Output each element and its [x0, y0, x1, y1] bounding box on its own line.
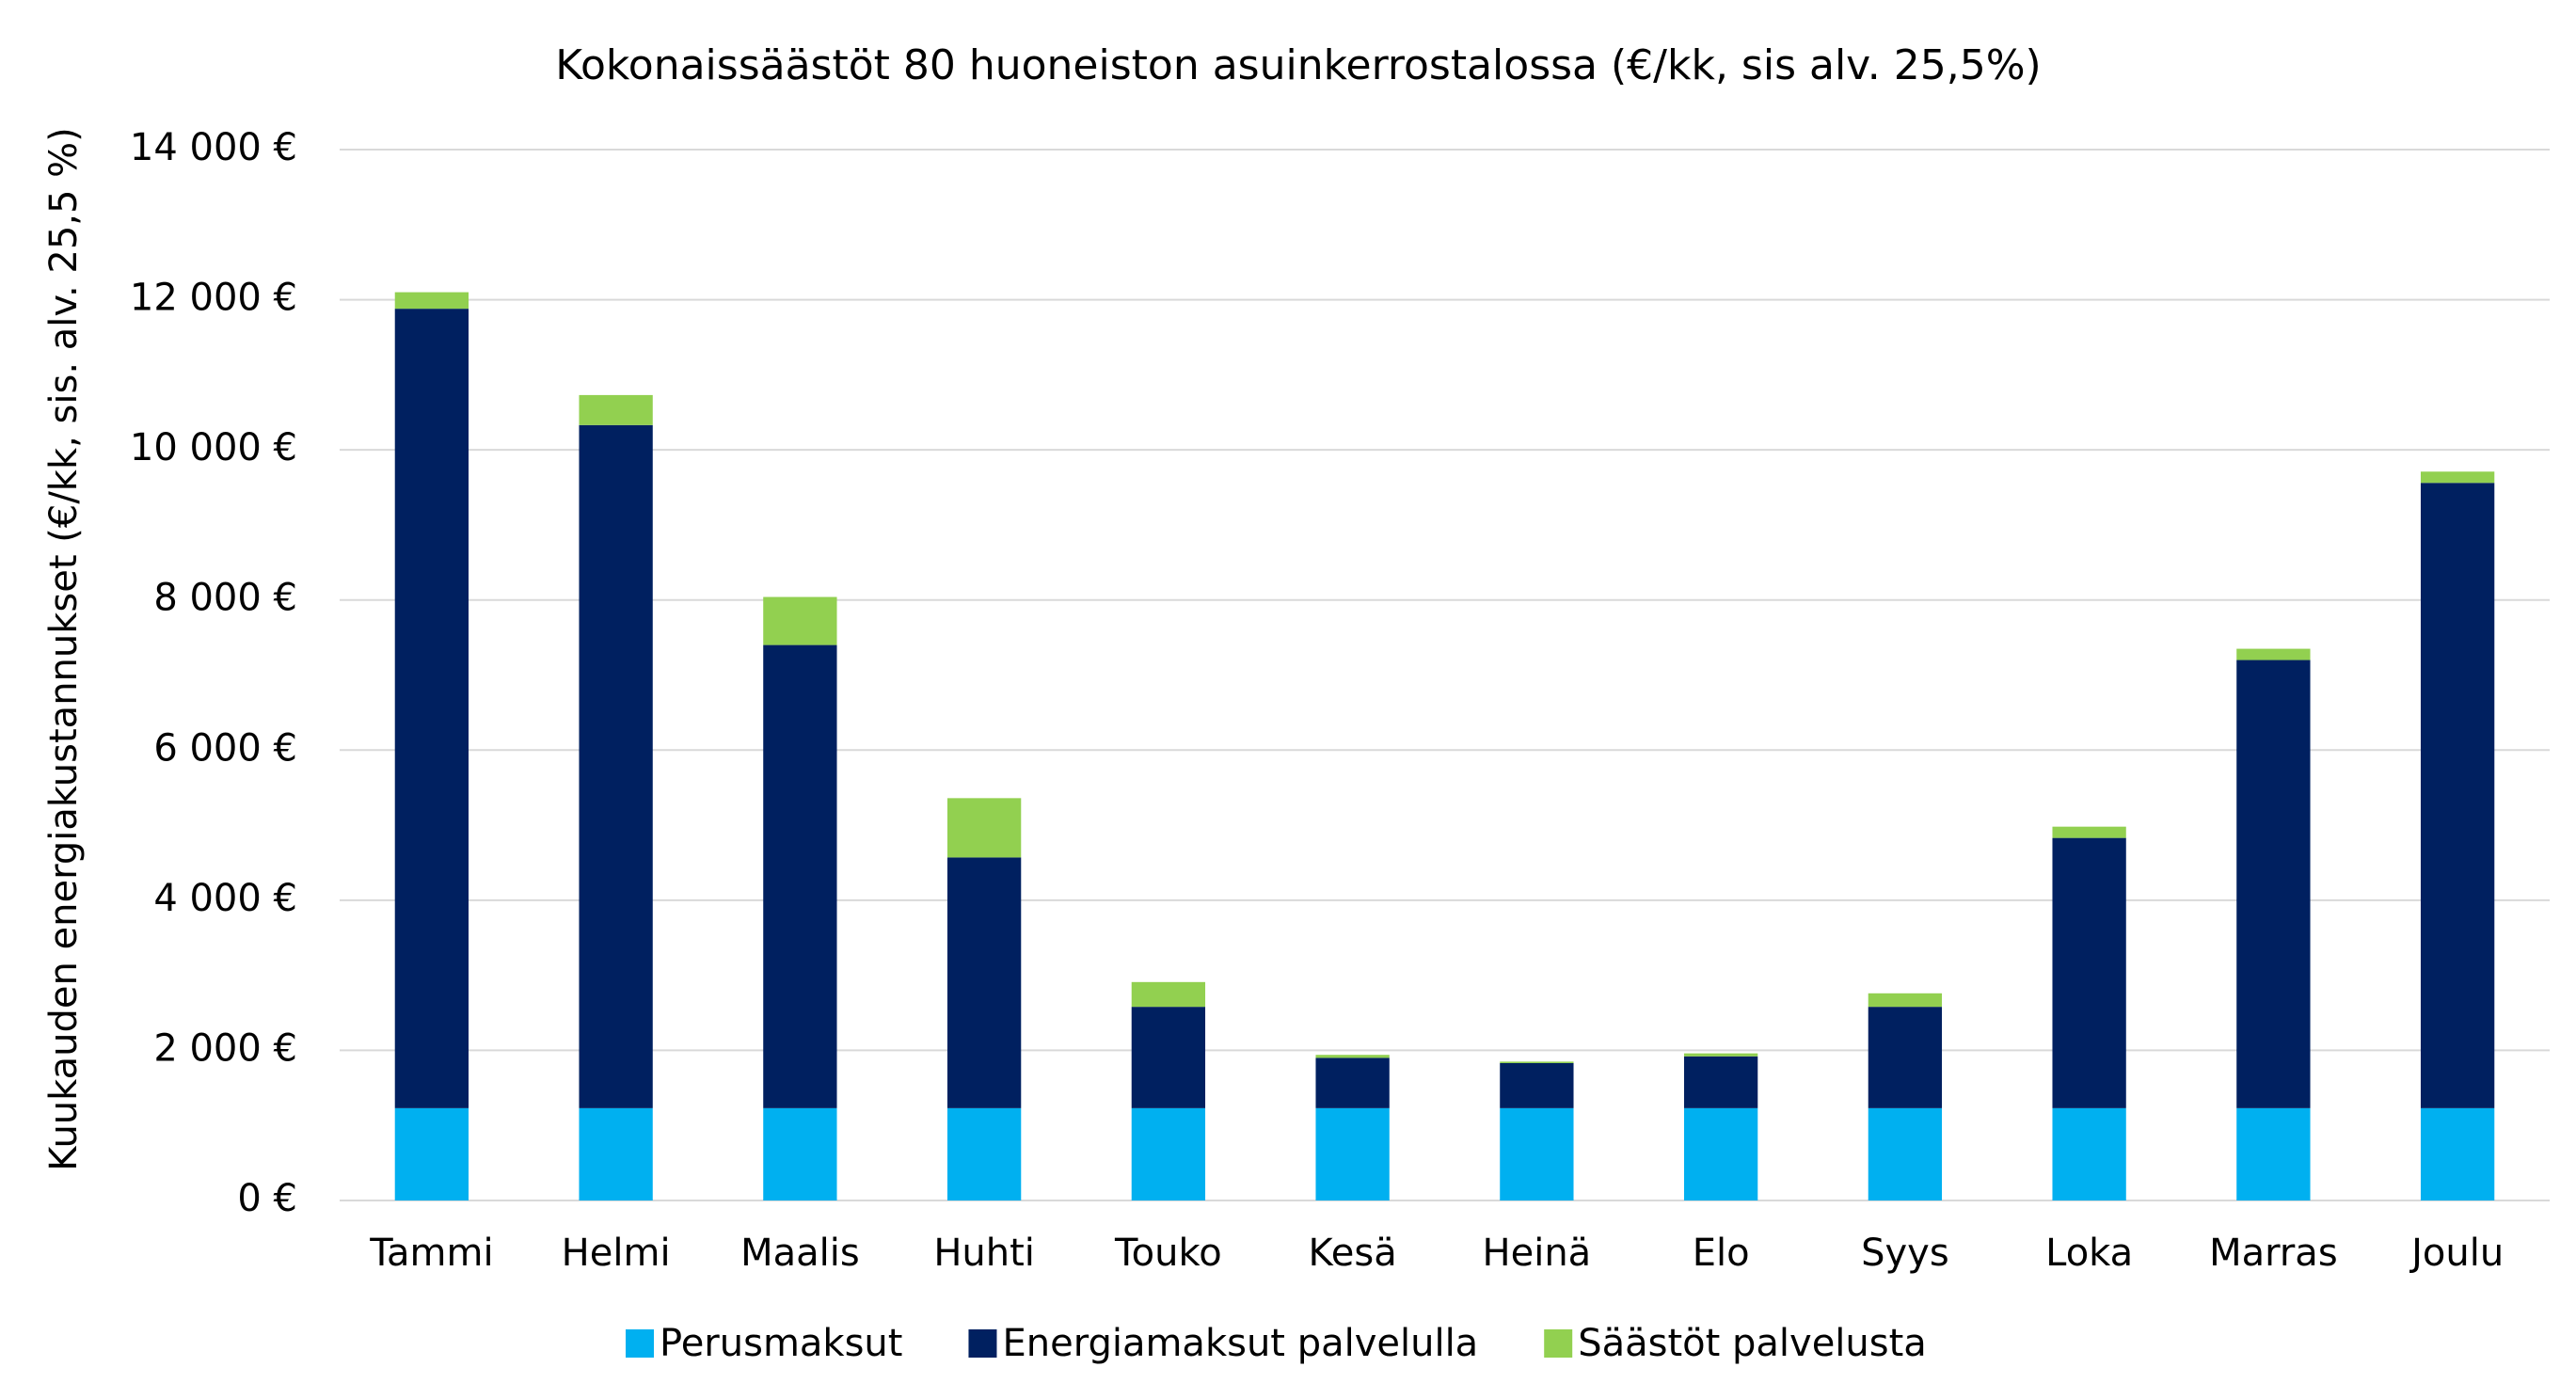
bar-segment	[2236, 648, 2311, 660]
bar-segment	[1315, 1107, 1390, 1200]
bar-segment	[1500, 1107, 1574, 1200]
bar-segment	[2420, 1107, 2495, 1200]
bar-segment	[1500, 1061, 1574, 1063]
x-tick-label: Maalis	[740, 1232, 860, 1275]
bar-segment	[1315, 1055, 1390, 1058]
legend-swatch	[626, 1329, 654, 1358]
chart-title: Kokonaissäästöt 80 huoneiston asuinkerro…	[555, 41, 2041, 89]
bar-segment	[394, 292, 469, 310]
bar-segment	[579, 424, 653, 1108]
bar-segment	[2052, 1107, 2126, 1200]
bar-segment	[579, 1107, 653, 1200]
bar-segment	[1500, 1062, 1574, 1108]
bar-segment	[394, 309, 469, 1108]
x-tick-label: Loka	[2045, 1232, 2133, 1275]
bar-segment	[1868, 993, 1943, 1008]
y-tick-label: 12 000 €	[130, 277, 297, 320]
bar-segment	[2420, 471, 2495, 484]
y-tick-label: 8 000 €	[153, 577, 297, 620]
bar-segment	[394, 1107, 469, 1200]
bar-segment	[2052, 826, 2126, 838]
legend-label: Säästöt palvelusta	[1578, 1322, 1927, 1365]
bar-segment	[763, 644, 837, 1108]
bar-segment	[2420, 483, 2495, 1108]
x-tick-label: Joulu	[2409, 1232, 2504, 1275]
x-tick-label: Huhti	[933, 1232, 1035, 1275]
bar-segment	[763, 1107, 837, 1200]
bar-segment	[1131, 981, 1206, 1008]
x-tick-label: Syys	[1861, 1232, 1949, 1275]
bar-segment	[946, 798, 1022, 858]
bar-segment	[1315, 1057, 1390, 1108]
bar-segment	[1131, 1007, 1206, 1108]
y-tick-label: 6 000 €	[153, 726, 297, 770]
bar-segment	[1683, 1056, 1758, 1108]
legend-swatch	[1544, 1329, 1573, 1358]
legend-swatch	[968, 1329, 997, 1358]
y-tick-label: 2 000 €	[153, 1026, 297, 1070]
bar-segment	[579, 394, 653, 425]
x-tick-label: Tammi	[369, 1232, 493, 1275]
legend-label: Energiamaksut palvelulla	[1002, 1322, 1478, 1365]
bar-segment	[2052, 837, 2126, 1108]
y-tick-label: 14 000 €	[130, 126, 297, 169]
legend-label: Perusmaksut	[660, 1322, 902, 1365]
bar-segment	[946, 857, 1022, 1108]
bar-segment	[1868, 1107, 1943, 1200]
x-tick-label: Heinä	[1483, 1232, 1592, 1275]
bar-segment	[946, 1107, 1022, 1200]
y-tick-label: 10 000 €	[130, 426, 297, 469]
bar-segment	[2236, 1107, 2311, 1200]
x-tick-label: Elo	[1693, 1232, 1750, 1275]
bar-segment	[1683, 1107, 1758, 1200]
y-tick-label: 0 €	[237, 1177, 297, 1220]
x-tick-label: Kesä	[1309, 1232, 1397, 1275]
bar-segment	[1683, 1053, 1758, 1057]
bar-segment	[1131, 1107, 1206, 1200]
bar-segment	[2236, 660, 2311, 1108]
y-axis-label: Kuukauden energiakustannukset (€/kk, sis…	[42, 127, 86, 1171]
y-tick-label: 4 000 €	[153, 877, 297, 920]
x-tick-label: Marras	[2209, 1232, 2338, 1275]
bar-segment	[1868, 1007, 1943, 1108]
bar-segment	[763, 596, 837, 645]
x-tick-label: Touko	[1114, 1232, 1222, 1275]
x-tick-label: Helmi	[562, 1232, 671, 1275]
